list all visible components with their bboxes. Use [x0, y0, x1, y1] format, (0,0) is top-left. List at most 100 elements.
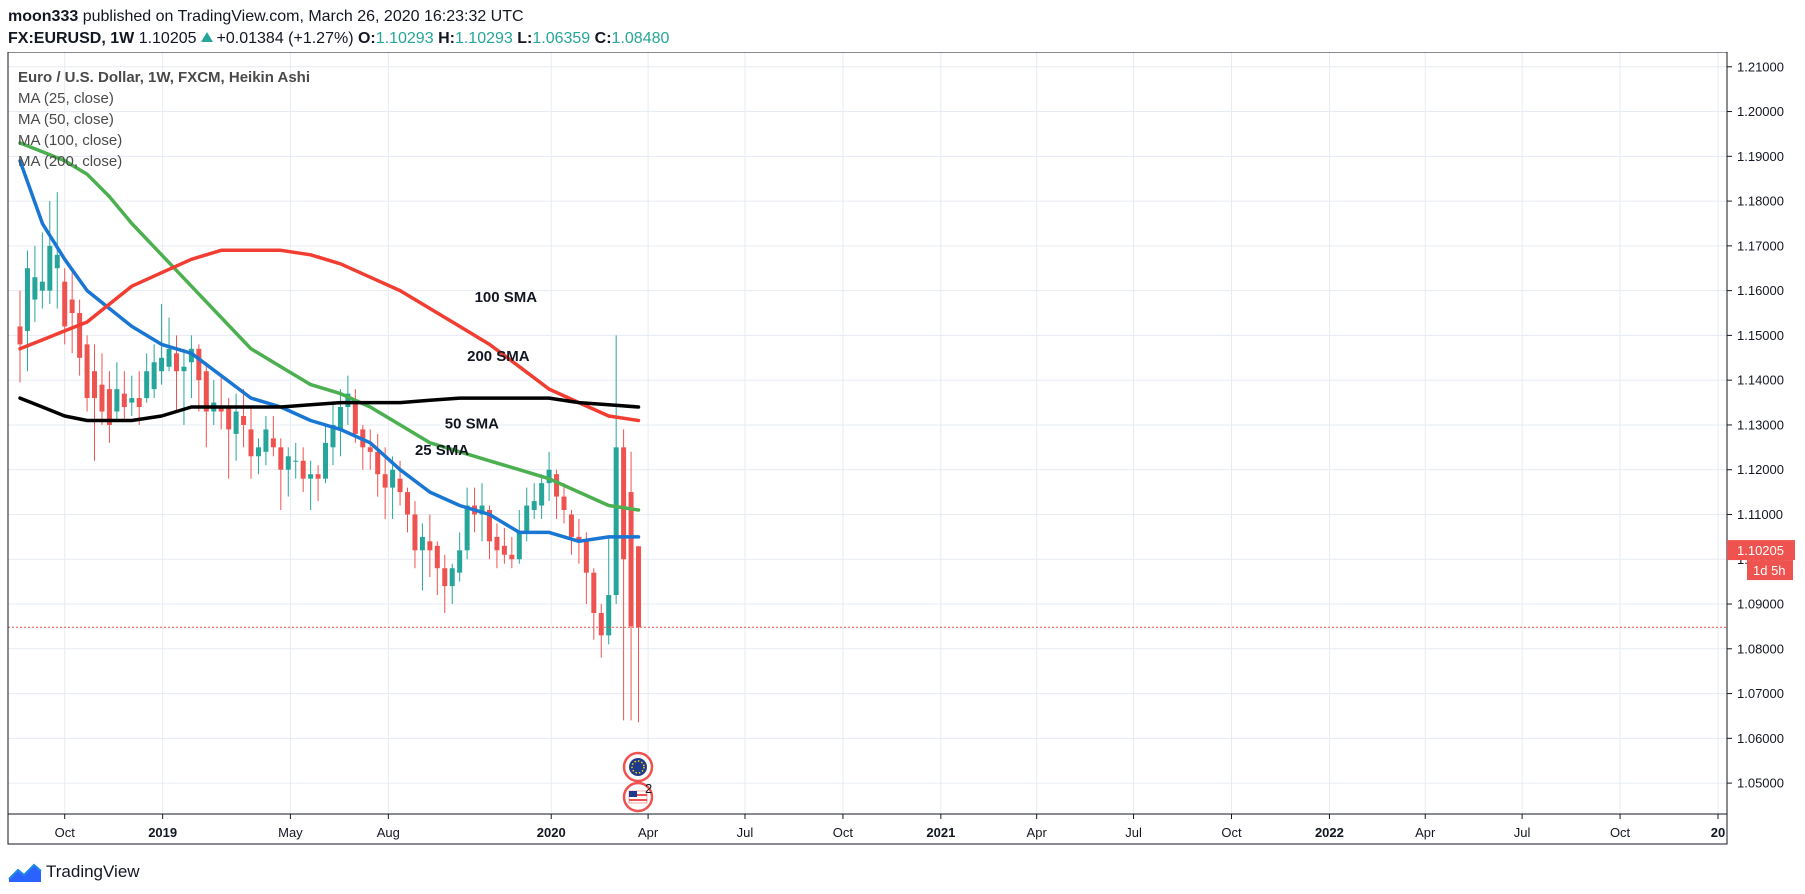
candle-body [308, 474, 314, 479]
candle-body [24, 268, 30, 331]
tradingview-brand[interactable]: TradingView [46, 862, 140, 881]
candle-body [486, 510, 492, 542]
candle-body [47, 245, 53, 291]
y-tick-label: 1.17000 [1737, 238, 1784, 253]
candle-body [390, 469, 396, 488]
ma50-line[interactable] [18, 141, 641, 512]
candle-body [576, 536, 582, 542]
candle-body [427, 541, 433, 551]
current-price-label: 1.10205 [1737, 543, 1784, 558]
candle-body [554, 474, 560, 497]
candle-body [628, 492, 634, 627]
x-tick-label: Jul [1514, 825, 1531, 840]
candle-body [255, 447, 261, 457]
candle-body [196, 348, 202, 381]
candle-body [397, 478, 403, 493]
symbol-label[interactable]: FX:EURUSD, 1W [8, 30, 135, 47]
us-flag-icon[interactable] [622, 781, 654, 813]
candle-body [84, 344, 90, 399]
candle-body [367, 447, 373, 452]
annotation-25-sma[interactable]: 25 SMA [415, 442, 469, 459]
candle-body [509, 554, 515, 560]
candle-body [621, 447, 627, 560]
chart-grid [8, 52, 1727, 814]
events-layer[interactable]: 2 [622, 751, 654, 813]
ma25-line[interactable] [18, 159, 641, 544]
chart-frame [7, 52, 1728, 845]
y-tick-label: 1.16000 [1737, 283, 1784, 298]
candle-body [293, 460, 299, 462]
legend-ma25[interactable]: MA (25, close) [18, 90, 114, 107]
legend-ma50[interactable]: MA (50, close) [18, 111, 114, 128]
candle-body [300, 460, 306, 479]
candle-body [92, 371, 98, 399]
price-chart[interactable]: 100 SMA 200 SMA 50 SMA 25 SMA 1.21000 1.2000… [0, 52, 1805, 852]
candle-body [449, 568, 455, 587]
x-tick-label: Apr [1027, 825, 1048, 840]
moving-averages-layer [8, 141, 1727, 628]
candle-body [114, 389, 120, 412]
ma100-line[interactable] [18, 248, 641, 423]
candle-body [188, 348, 194, 363]
candle-body [159, 357, 165, 372]
current-price-tag[interactable] [1727, 540, 1795, 561]
candle-body [434, 545, 440, 569]
candle-body [233, 411, 239, 434]
candle-body [248, 429, 254, 457]
annotations-layer: 100 SMA 200 SMA 50 SMA 25 SMA [415, 289, 537, 459]
open-label: O: [357, 30, 376, 47]
candle-body [561, 496, 567, 511]
eu-flag-icon[interactable] [622, 751, 654, 783]
x-tick-label: 2022 [1315, 825, 1344, 840]
x-tick-label: 20 [1711, 825, 1725, 840]
candles-layer [17, 192, 642, 723]
candle-body [315, 474, 321, 479]
author-name[interactable]: moon333 [8, 8, 79, 25]
candle-body [151, 362, 157, 390]
x-tick-label: Apr [638, 825, 659, 840]
legend-title: Euro / U.S. Dollar, 1W, FXCM, Heikin Ash… [18, 69, 310, 86]
candle-body [494, 536, 500, 551]
candle-body [501, 545, 507, 555]
candle-body [144, 371, 150, 399]
ma200-line[interactable] [18, 396, 641, 423]
candle-body [568, 514, 574, 537]
candle-body [539, 483, 545, 506]
candle-body [591, 572, 597, 613]
candle-body [106, 389, 112, 425]
price-change: +0.01384 (+1.27%) [216, 30, 354, 47]
high-label: H: [438, 30, 455, 47]
y-tick-label: 1.15000 [1737, 328, 1784, 343]
close-value: 1.08480 [611, 30, 670, 47]
candle-body [278, 447, 284, 470]
y-tick-label: 1.13000 [1737, 417, 1784, 432]
y-tick-label: 1.19000 [1737, 149, 1784, 164]
price-axis[interactable]: 1.21000 1.20000 1.19000 1.18000 1.17000 1.160… [1727, 59, 1795, 791]
y-tick-label: 1.09000 [1737, 597, 1784, 612]
candle-body [69, 299, 75, 314]
candle-body [285, 456, 291, 470]
y-tick-label: 1.12000 [1737, 462, 1784, 477]
x-tick-label: Oct [1221, 825, 1242, 840]
candle-body [121, 393, 127, 408]
footer: TradingView [8, 860, 140, 884]
published-text: published on TradingView.com, March 26, … [82, 8, 524, 25]
candle-body [54, 254, 60, 269]
low-label: L: [517, 30, 533, 47]
time-axis[interactable]: Oct 2019 May Aug 2020 Apr Jul Oct 2021 Apr Jul Oct 2… [55, 814, 1726, 840]
annotation-200-sma[interactable]: 200 SMA [467, 348, 530, 365]
legend-ma200[interactable]: MA (200, close) [18, 153, 122, 170]
annotation-100-sma[interactable]: 100 SMA [475, 289, 538, 306]
x-tick-label: Oct [1610, 825, 1631, 840]
candle-body [345, 393, 351, 408]
annotation-50-sma[interactable]: 50 SMA [445, 416, 499, 433]
candle-body [606, 595, 612, 636]
candle-body [77, 313, 83, 358]
candle-body [136, 398, 142, 408]
x-tick-label: Oct [833, 825, 854, 840]
legend-ma100[interactable]: MA (100, close) [18, 132, 122, 149]
candle-body [524, 505, 530, 533]
candle-body [405, 492, 411, 515]
publish-line: moon333 published on TradingView.com, Ma… [8, 6, 1788, 28]
tradingview-logo-icon[interactable] [8, 861, 42, 883]
